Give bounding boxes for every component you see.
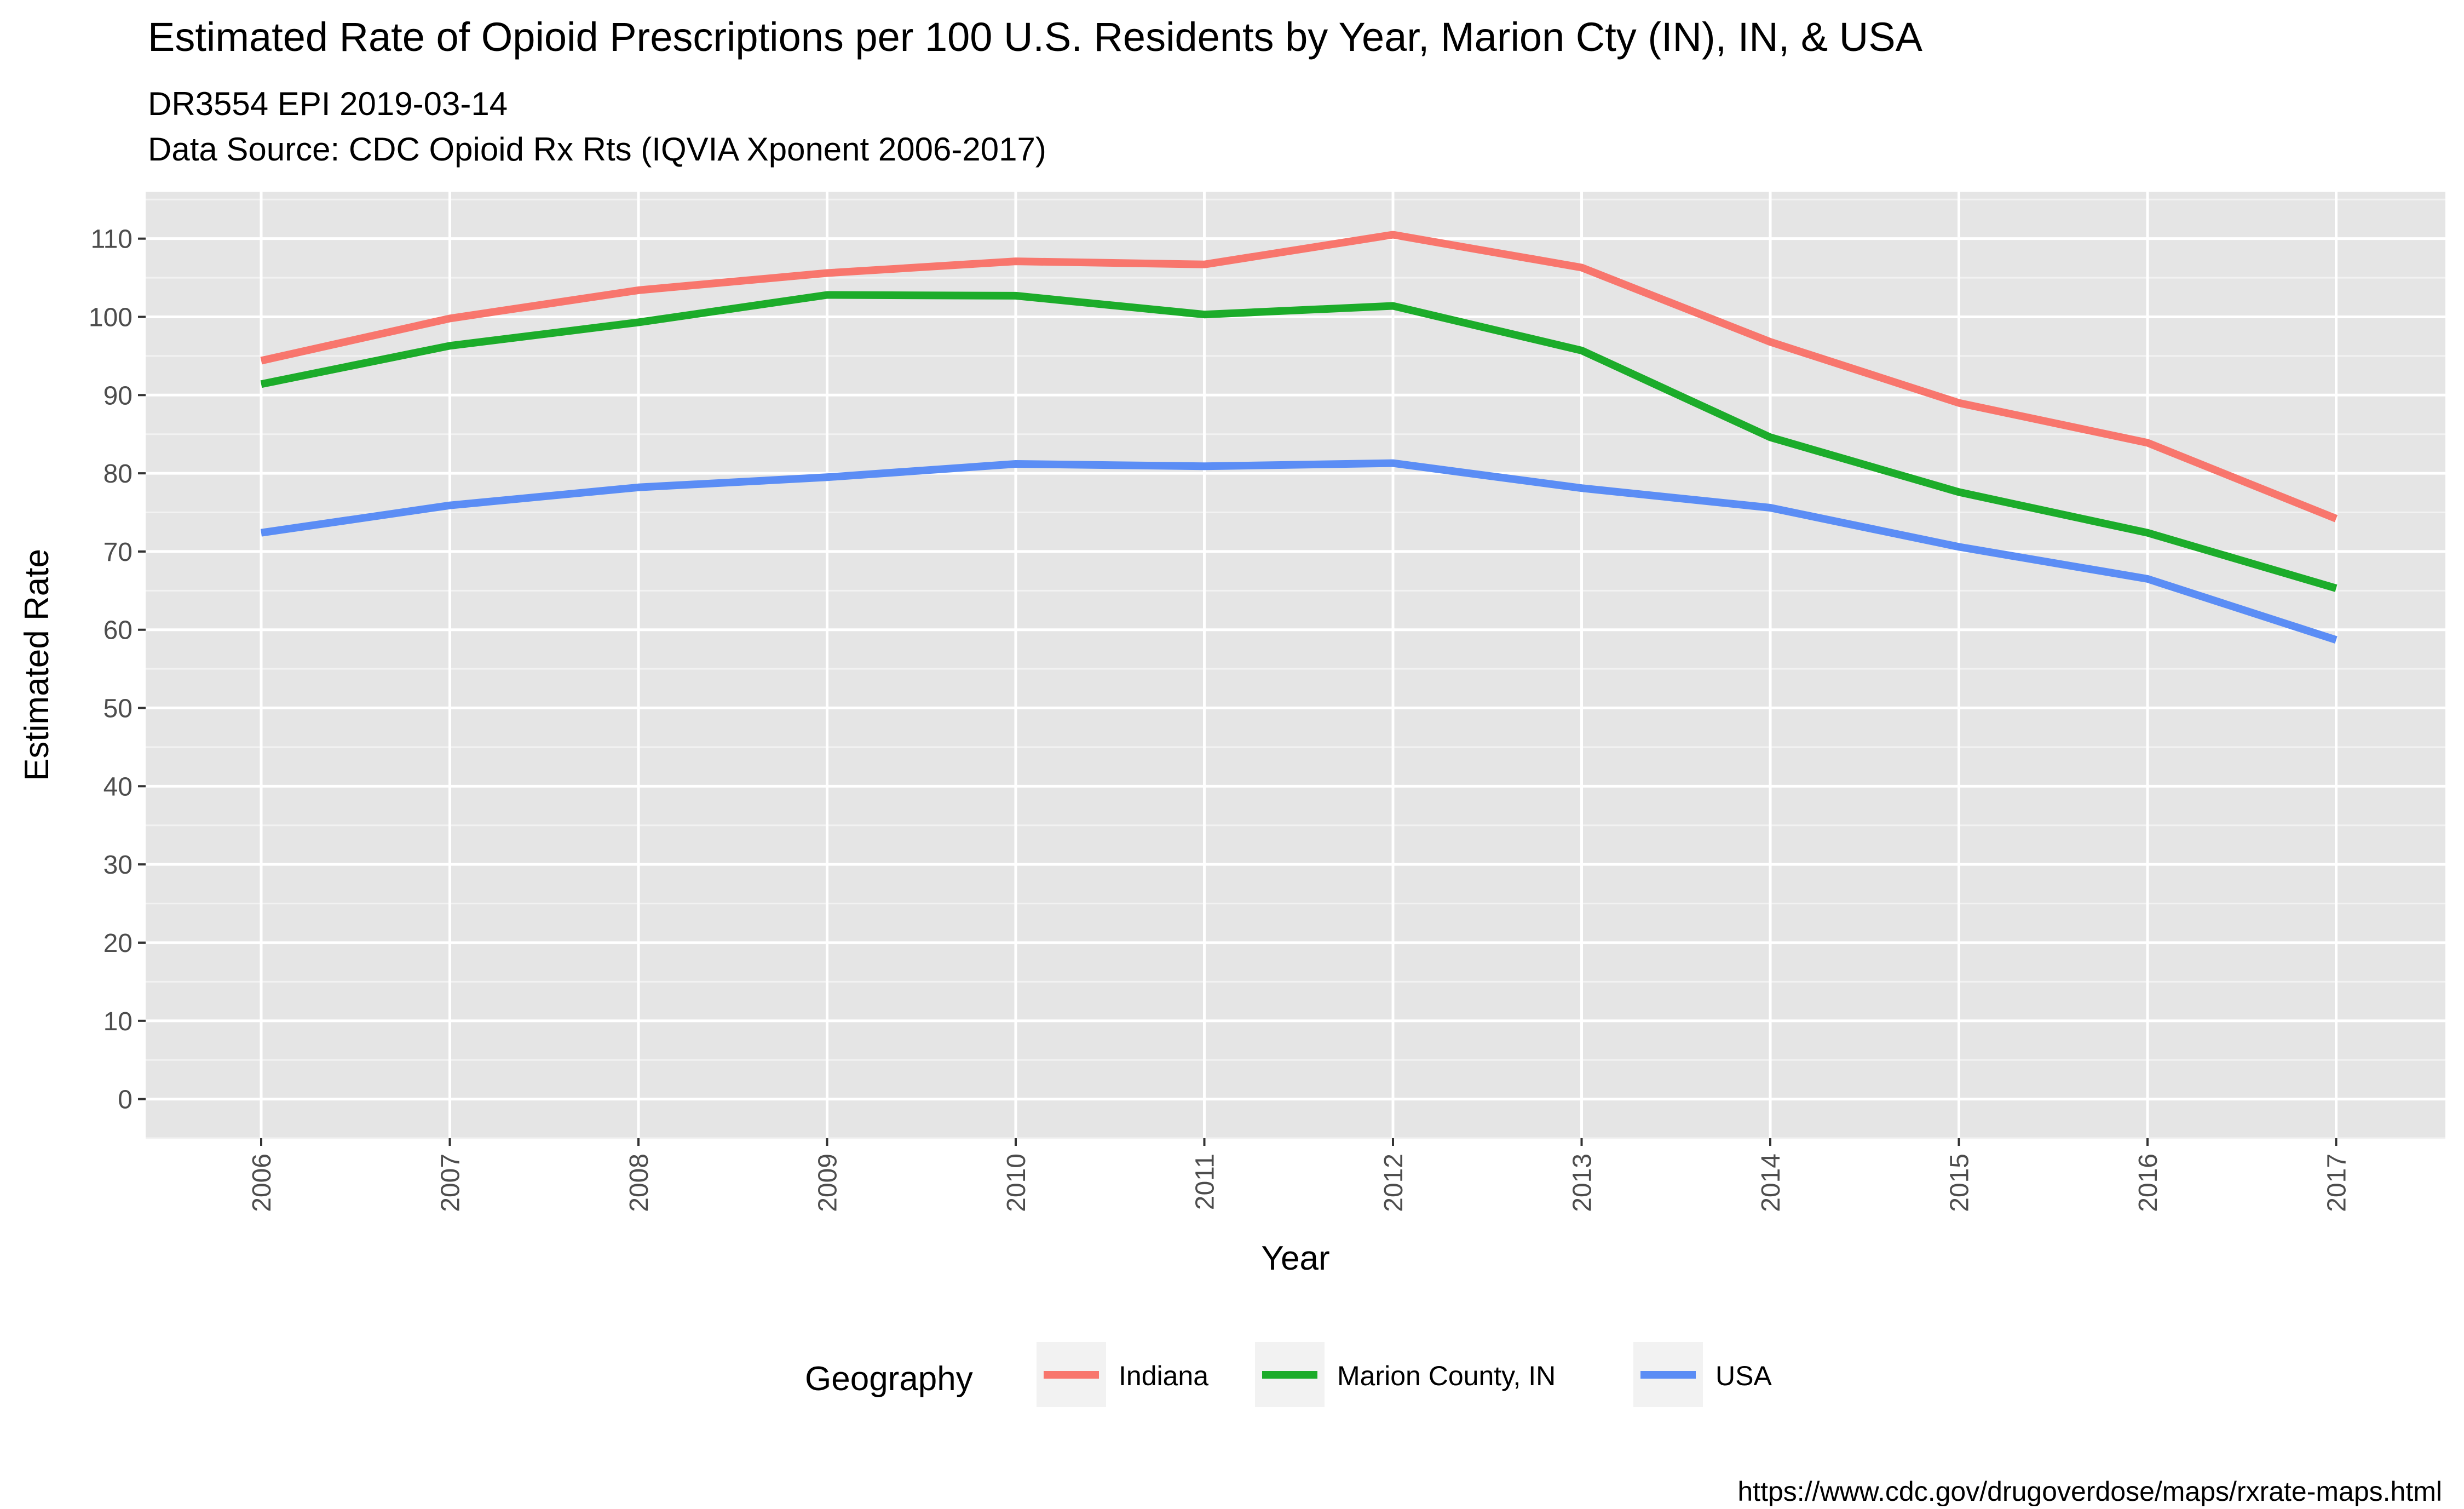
data-point xyxy=(1015,295,1016,296)
data-point xyxy=(2336,588,2337,589)
y-tick-label: 80 xyxy=(103,460,133,489)
series-line-2 xyxy=(260,459,2338,644)
chart-subtitle-line-1: DR3554 EPI 2019-03-14 xyxy=(148,85,508,122)
chart-subtitle-line-2: Data Source: CDC Opioid Rx Rts (IQVIA Xp… xyxy=(148,131,1046,168)
data-point xyxy=(1770,437,1771,438)
data-point xyxy=(450,345,451,346)
data-point xyxy=(638,322,639,323)
data-point xyxy=(1770,341,1771,342)
legend-label-0: Indiana xyxy=(1119,1361,1208,1391)
data-point xyxy=(1959,546,1960,547)
x-tick-label: 2013 xyxy=(1568,1154,1597,1212)
data-point xyxy=(1015,261,1016,262)
data-point xyxy=(1015,463,1016,464)
x-axis: 2006 2007 2008 2009 2010 2011 2012 2013 2014 2015… xyxy=(247,1138,2352,1212)
series-layer xyxy=(260,231,2338,644)
y-tick-label: 10 xyxy=(103,1007,133,1036)
data-point xyxy=(1770,507,1771,508)
x-tick-label: 2010 xyxy=(1002,1154,1031,1212)
data-point xyxy=(1204,466,1205,467)
data-point xyxy=(1392,234,1394,236)
y-tick-label: 50 xyxy=(103,695,133,724)
y-tick-label: 60 xyxy=(103,616,133,645)
plot-panel xyxy=(146,192,2445,1138)
legend: Geography Indiana Marion County, IN USA xyxy=(805,1342,1772,1407)
data-point xyxy=(1204,264,1205,265)
legend-title: Geography xyxy=(805,1360,973,1398)
y-axis: 0 10 20 30 40 50 60 70 80 90 100 110 xyxy=(89,225,146,1115)
data-point xyxy=(2147,532,2148,533)
data-point xyxy=(450,505,451,506)
data-point xyxy=(1581,267,1582,268)
data-point xyxy=(638,290,639,291)
data-point xyxy=(1959,403,1960,404)
series-line-0 xyxy=(260,231,2338,523)
data-point xyxy=(1959,491,1960,492)
data-point xyxy=(1581,350,1582,351)
x-tick-label: 2006 xyxy=(247,1154,277,1212)
data-point xyxy=(261,532,262,533)
grid-minor xyxy=(146,198,2445,1139)
data-point xyxy=(1392,463,1394,464)
data-point xyxy=(827,295,828,296)
x-tick-label: 2017 xyxy=(2323,1154,2352,1212)
data-point xyxy=(827,273,828,274)
data-point xyxy=(1204,314,1205,315)
x-tick-label: 2008 xyxy=(625,1154,654,1212)
x-axis-title: Year xyxy=(1261,1240,1329,1277)
data-point xyxy=(261,383,262,385)
data-point xyxy=(827,477,828,478)
x-tick-label: 2007 xyxy=(436,1154,465,1212)
y-tick-label: 20 xyxy=(103,929,133,958)
y-tick-label: 0 xyxy=(118,1086,133,1115)
y-tick-label: 40 xyxy=(103,772,133,801)
y-tick-label: 90 xyxy=(103,381,133,410)
series-line-1 xyxy=(260,291,2338,592)
y-tick-label: 30 xyxy=(103,851,133,880)
y-tick-label: 100 xyxy=(89,303,133,332)
x-tick-label: 2015 xyxy=(1945,1154,1974,1212)
legend-label-2: USA xyxy=(1715,1361,1772,1391)
x-tick-label: 2009 xyxy=(814,1154,843,1212)
grid-major xyxy=(146,192,2445,1138)
data-point xyxy=(2336,518,2337,519)
data-point xyxy=(1392,306,1394,307)
data-point xyxy=(2336,639,2337,640)
data-point xyxy=(261,360,262,361)
x-tick-label: 2014 xyxy=(1757,1154,1786,1212)
x-tick-label: 2016 xyxy=(2134,1154,2163,1212)
chart-caption: https://www.cdc.gov/drugoverdose/maps/rx… xyxy=(1737,1476,2442,1506)
legend-label-1: Marion County, IN xyxy=(1337,1361,1556,1391)
chart-title: Estimated Rate of Opioid Prescriptions p… xyxy=(148,14,1923,60)
y-axis-title: Estimated Rate xyxy=(18,549,56,781)
legend-items: Indiana Marion County, IN USA xyxy=(1037,1342,1772,1407)
x-tick-label: 2011 xyxy=(1191,1154,1220,1210)
y-tick-label: 110 xyxy=(90,225,133,254)
data-point xyxy=(450,318,451,319)
data-point xyxy=(2147,578,2148,579)
data-point xyxy=(1581,487,1582,489)
data-point xyxy=(638,487,639,488)
x-tick-label: 2012 xyxy=(1379,1154,1408,1212)
data-point xyxy=(2147,442,2148,443)
y-tick-label: 70 xyxy=(103,538,133,567)
